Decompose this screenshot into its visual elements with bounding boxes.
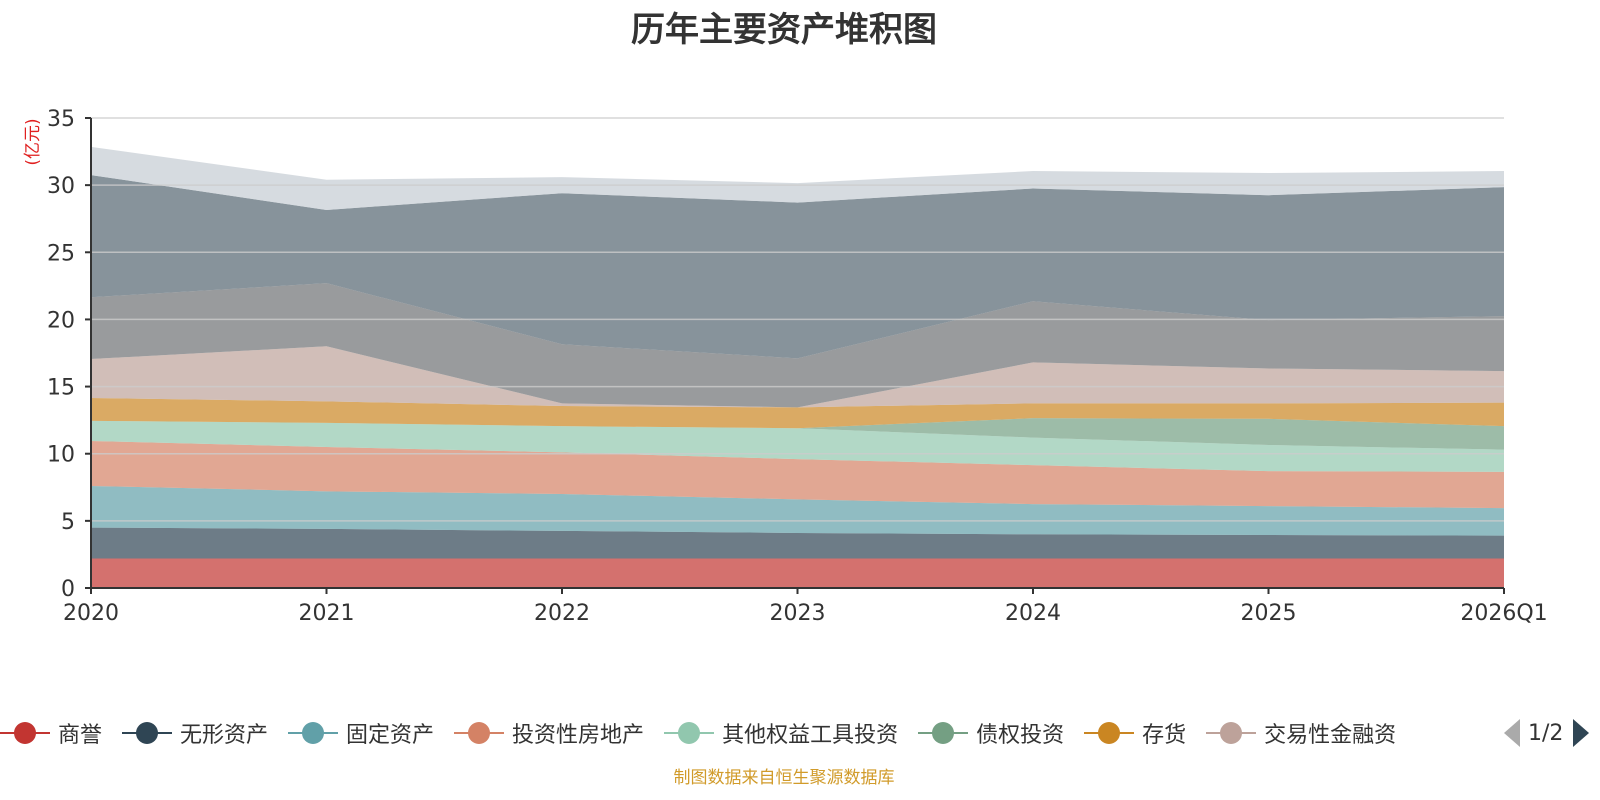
y-tick-label: 35	[47, 107, 75, 132]
y-tick-label: 20	[47, 308, 75, 333]
x-tick-label: 2026Q1	[1460, 601, 1547, 626]
area-series-5	[91, 418, 1504, 450]
area-series-3	[91, 440, 1504, 509]
area-series-9	[91, 175, 1504, 359]
legend-page-indicator: 1/2	[1528, 720, 1564, 746]
legend-marker-icon	[918, 720, 969, 746]
legend: 商誉 无形资产 固定资产 投资性房地产 其他权益工具投资 债权投资 存货 交易性金融资	[0, 718, 1416, 748]
area-series-4	[91, 420, 1504, 472]
x-tick-label: 2025	[1241, 601, 1297, 626]
legend-item[interactable]: 存货	[1084, 717, 1186, 749]
legend-marker-icon	[1206, 720, 1257, 746]
legend-label: 投资性房地产	[512, 723, 645, 748]
legend-item[interactable]: 商誉	[0, 717, 102, 749]
legend-item[interactable]: 债权投资	[918, 717, 1064, 749]
area-series-2	[91, 485, 1504, 536]
x-tick-label: 2024	[1005, 601, 1061, 626]
area-series-1	[91, 527, 1504, 559]
x-tick-label: 2020	[63, 601, 119, 626]
legend-item[interactable]: 固定资产	[288, 717, 434, 749]
y-axis-unit-label: (亿元)	[23, 118, 43, 165]
legend-label: 债权投资	[976, 723, 1065, 748]
legend-item[interactable]: 无形资产	[122, 717, 268, 749]
chart-title: 历年主要资产堆积图	[631, 10, 937, 50]
y-tick-label: 10	[47, 443, 75, 468]
y-tick-label: 15	[47, 376, 75, 401]
y-tick-label: 25	[47, 241, 75, 266]
y-tick-label: 0	[61, 577, 75, 602]
legend-marker-icon	[288, 720, 339, 746]
legend-label: 存货	[1142, 723, 1187, 748]
legend-marker-icon	[122, 720, 173, 746]
area-series-0	[91, 558, 1504, 588]
area-series-8	[91, 283, 1504, 408]
legend-item[interactable]: 交易性金融资	[1206, 717, 1396, 749]
area-series-7	[91, 346, 1504, 408]
legend-marker-icon	[0, 720, 50, 746]
legend-label: 固定资产	[346, 723, 435, 748]
legend-pager: 1/2	[1504, 718, 1590, 748]
legend-marker-icon	[454, 720, 505, 746]
x-tick-label: 2022	[534, 601, 590, 626]
x-tick-label: 2021	[299, 601, 355, 626]
legend-prev-page-icon[interactable]	[1504, 719, 1520, 747]
area-series-10	[91, 146, 1504, 210]
source-note: 制图数据来自恒生聚源数据库	[673, 768, 895, 788]
x-tick-label: 2023	[770, 601, 826, 626]
legend-item[interactable]: 投资性房地产	[454, 717, 644, 749]
legend-item[interactable]: 其他权益工具投资	[664, 717, 898, 749]
y-tick-label: 30	[47, 174, 75, 199]
y-tick-label: 5	[61, 510, 75, 535]
area-series-6	[91, 397, 1504, 429]
legend-marker-icon	[664, 720, 715, 746]
legend-label: 商誉	[58, 723, 103, 748]
legend-next-page-icon[interactable]	[1573, 719, 1590, 747]
legend-marker-icon	[1084, 720, 1135, 746]
legend-label: 无形资产	[180, 723, 269, 748]
legend-label: 交易性金融资	[1264, 723, 1397, 748]
legend-label: 其他权益工具投资	[722, 723, 899, 748]
